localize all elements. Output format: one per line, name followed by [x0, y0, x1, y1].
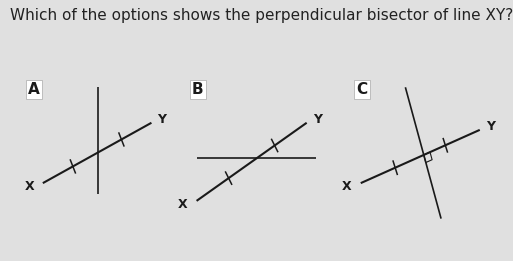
- Text: Y: Y: [486, 120, 495, 133]
- Text: X: X: [342, 180, 352, 193]
- Text: B: B: [192, 82, 204, 97]
- Text: Y: Y: [312, 113, 322, 126]
- Text: Y: Y: [157, 113, 166, 126]
- Text: X: X: [24, 180, 34, 193]
- Text: A: A: [28, 82, 40, 97]
- Text: C: C: [356, 82, 367, 97]
- Text: Which of the options shows the perpendicular bisector of line XY?: Which of the options shows the perpendic…: [10, 8, 513, 23]
- Text: X: X: [178, 198, 188, 211]
